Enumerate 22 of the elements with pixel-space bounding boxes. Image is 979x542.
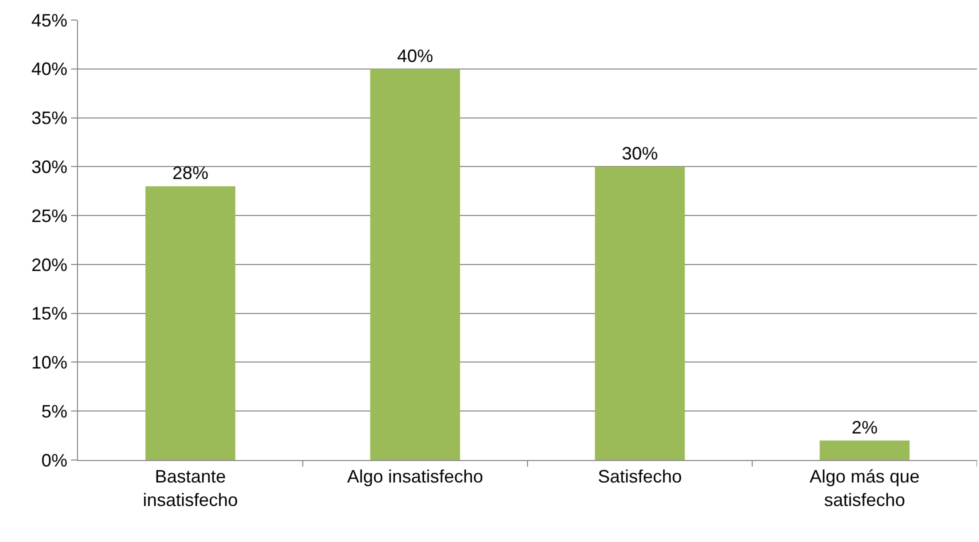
data-label: 30% bbox=[622, 144, 658, 164]
bar bbox=[145, 186, 236, 460]
y-tick-label: 0% bbox=[41, 450, 68, 470]
x-tick-label: Satisfecho bbox=[598, 466, 682, 487]
x-tick-label: Algo más que satisfecho bbox=[810, 466, 920, 510]
data-label: 2% bbox=[852, 417, 878, 438]
x-tick-label: Bastante insatisfecho bbox=[142, 466, 238, 510]
y-tick-label: 30% bbox=[31, 156, 68, 177]
y-tick-label: 45% bbox=[31, 10, 68, 30]
bar bbox=[820, 440, 910, 460]
y-tick-label: 15% bbox=[31, 304, 68, 324]
y-tick-label: 25% bbox=[31, 206, 68, 226]
x-tick-label: Algo insatisfecho bbox=[347, 466, 484, 487]
y-tick-label: 20% bbox=[31, 254, 68, 275]
y-tick-label: 40% bbox=[31, 59, 68, 80]
bar bbox=[370, 68, 460, 460]
data-label: 28% bbox=[172, 163, 208, 184]
bar bbox=[594, 166, 685, 460]
y-tick-label: 35% bbox=[31, 108, 68, 128]
y-tick-label: 10% bbox=[31, 352, 68, 373]
data-label: 40% bbox=[397, 46, 434, 66]
y-tick-label: 5% bbox=[41, 401, 68, 422]
